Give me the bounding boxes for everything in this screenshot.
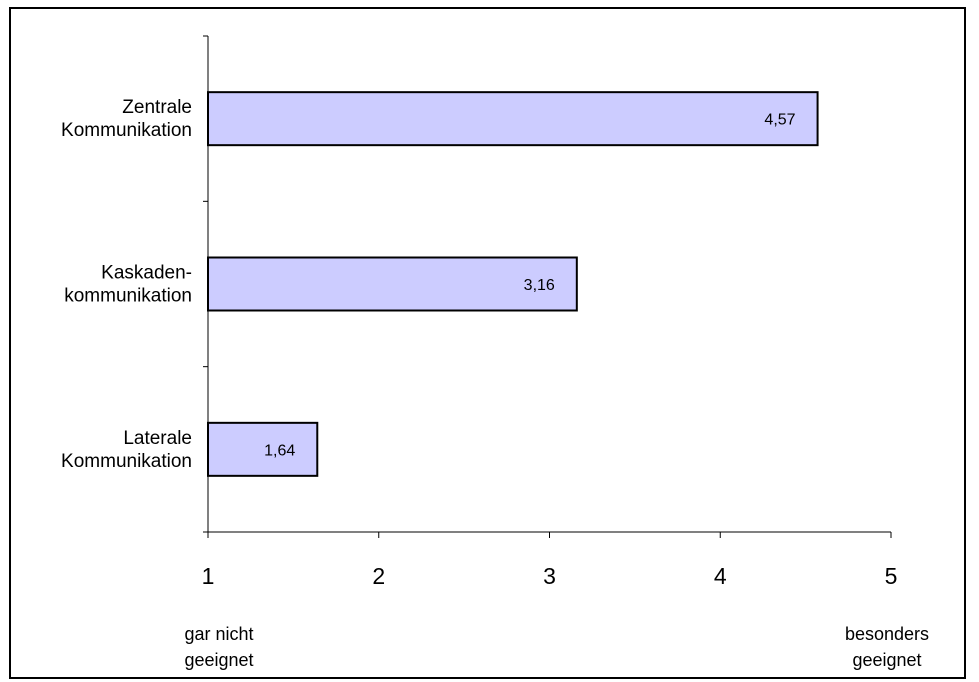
bars <box>207 91 819 477</box>
category-label-line: Zentrale <box>122 97 192 118</box>
bar <box>207 91 819 147</box>
category-label-line: Laterale <box>123 428 192 449</box>
x-tick-label: 3 <box>543 563 556 589</box>
category-label-line: Kommunikation <box>61 120 192 141</box>
data-label: 1,64 <box>264 442 295 459</box>
x-tick-label: 4 <box>714 563 727 589</box>
scale-anchor-high-line: besonders <box>845 624 929 644</box>
category-label-line: Kaskaden- <box>101 263 192 284</box>
scale-anchor-low: gar nicht geeignet <box>184 624 253 670</box>
x-tick-label: 2 <box>372 563 385 589</box>
data-label: 4,57 <box>764 112 795 129</box>
scale-anchor-high: besonders geeignet <box>845 624 929 670</box>
scale-anchor-high-line: geeignet <box>852 650 921 670</box>
bar <box>207 256 578 312</box>
category-label-line: Kommunikation <box>61 451 192 472</box>
bar <box>207 421 319 477</box>
category-label: Kaskaden-kommunikation <box>64 263 192 307</box>
data-label: 3,16 <box>524 277 555 294</box>
category-label-line: kommunikation <box>64 286 192 307</box>
x-tick-label: 5 <box>885 563 898 589</box>
x-tick-label: 1 <box>202 563 215 589</box>
category-label: Zentrale Kommunikation <box>61 97 192 141</box>
scale-anchor-low-line: geeignet <box>184 650 253 670</box>
scale-anchor-low-line: gar nicht <box>184 624 253 644</box>
category-label: Laterale Kommunikation <box>61 428 192 472</box>
